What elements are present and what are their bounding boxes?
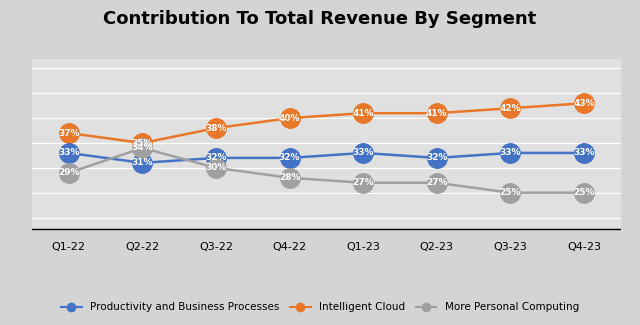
Text: Q4-22: Q4-22 bbox=[273, 242, 307, 252]
Text: 41%: 41% bbox=[426, 109, 447, 118]
Text: 27%: 27% bbox=[426, 178, 447, 187]
Text: Contribution To Total Revenue By Segment: Contribution To Total Revenue By Segment bbox=[104, 10, 536, 28]
Text: Q3-22: Q3-22 bbox=[199, 242, 233, 252]
Text: 38%: 38% bbox=[205, 124, 227, 133]
Text: 43%: 43% bbox=[573, 99, 595, 108]
Text: 33%: 33% bbox=[353, 149, 374, 157]
Text: 32%: 32% bbox=[279, 153, 300, 162]
Text: 32%: 32% bbox=[426, 153, 447, 162]
Text: 42%: 42% bbox=[500, 104, 521, 113]
Legend: Productivity and Business Processes, Intelligent Cloud, More Personal Computing: Productivity and Business Processes, Int… bbox=[57, 298, 583, 317]
Text: Q2-22: Q2-22 bbox=[125, 242, 159, 252]
Text: 25%: 25% bbox=[500, 188, 521, 197]
Text: 29%: 29% bbox=[58, 168, 79, 177]
Text: 32%: 32% bbox=[205, 153, 227, 162]
Text: 33%: 33% bbox=[573, 149, 595, 157]
Text: 37%: 37% bbox=[58, 129, 79, 137]
Text: 33%: 33% bbox=[58, 149, 79, 157]
Text: Q1-23: Q1-23 bbox=[346, 242, 380, 252]
Text: Q2-23: Q2-23 bbox=[420, 242, 454, 252]
Text: Q4-23: Q4-23 bbox=[567, 242, 601, 252]
Text: 31%: 31% bbox=[132, 158, 153, 167]
Text: 35%: 35% bbox=[132, 138, 153, 148]
Text: Q3-23: Q3-23 bbox=[493, 242, 527, 252]
Text: 30%: 30% bbox=[205, 163, 227, 172]
Text: 28%: 28% bbox=[279, 173, 300, 182]
Text: 27%: 27% bbox=[353, 178, 374, 187]
Text: Q1-22: Q1-22 bbox=[52, 242, 86, 252]
Text: 41%: 41% bbox=[353, 109, 374, 118]
Text: 33%: 33% bbox=[500, 149, 521, 157]
Text: 25%: 25% bbox=[573, 188, 595, 197]
Text: 34%: 34% bbox=[132, 143, 153, 152]
Text: 40%: 40% bbox=[279, 114, 300, 123]
